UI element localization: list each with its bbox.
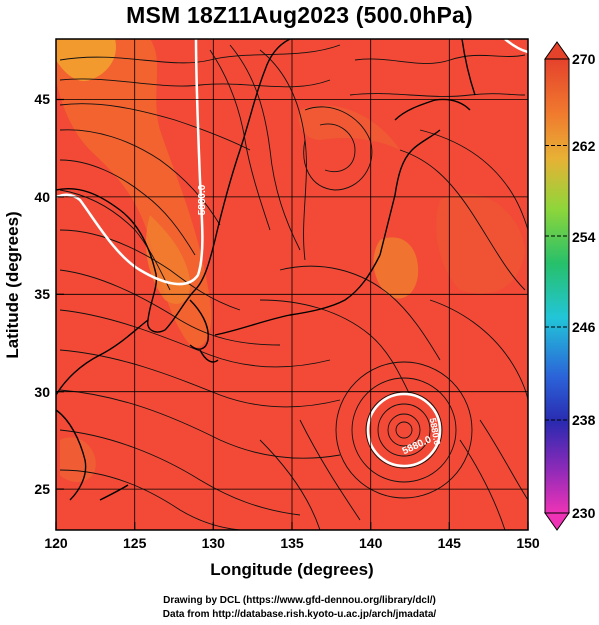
lat-tick-label: 45: [34, 91, 50, 107]
lon-tick-label: 130: [202, 535, 226, 551]
contour-5880: [56, 39, 528, 468]
axis-ticks: [55, 98, 529, 530]
colorbar-label: 270: [572, 51, 596, 67]
lon-tick-label: 125: [123, 535, 147, 551]
lat-lon-grid: [56, 39, 528, 530]
colorbar-bottom-arrow: [544, 512, 570, 531]
contour-label-korea: 5880.0: [197, 184, 208, 215]
colorbar-label: 246: [572, 319, 596, 335]
lat-tick-label: 25: [34, 481, 50, 497]
colorbar-label: 262: [572, 138, 596, 154]
colorbar-top-arrow: [544, 41, 570, 60]
lon-tick-label: 145: [438, 535, 462, 551]
warm-area-northeast: [298, 105, 400, 150]
lon-tick-label: 120: [44, 535, 68, 551]
y-axis-label: Latitude (degrees): [3, 211, 22, 358]
colorbar-label: 230: [572, 505, 596, 521]
colorbar: 270 262 254 246 238 230: [544, 41, 596, 531]
lat-tick-label: 30: [34, 384, 50, 400]
lon-tick-label: 140: [359, 535, 383, 551]
lon-tick-label: 135: [280, 535, 304, 551]
warm-area-north: [56, 39, 116, 81]
credit-drawing: Drawing by DCL (https://www.gfd-dennou.o…: [163, 595, 436, 606]
x-axis-label: Longitude (degrees): [210, 560, 373, 579]
warm-area-japan: [373, 237, 419, 299]
colorbar-label: 254: [572, 229, 596, 245]
warm-area-korea: [145, 215, 191, 304]
map-title: MSM 18Z11Aug2023 (500.0hPa): [126, 2, 473, 28]
lat-tick-label: 35: [34, 286, 50, 302]
warm-area-south: [60, 437, 96, 482]
credit-data: Data from http://database.rish.kyoto-u.a…: [162, 609, 437, 620]
credits: Drawing by DCL (https://www.gfd-dennou.o…: [0, 594, 599, 622]
warm-area-east: [436, 193, 525, 294]
lon-tick-label: 150: [516, 535, 540, 551]
colorbar-gradient: [544, 58, 570, 514]
colorbar-label: 238: [572, 412, 596, 428]
contour-label-typhoon-east: 5880.0: [428, 417, 443, 446]
lat-tick-label: 40: [34, 189, 50, 205]
